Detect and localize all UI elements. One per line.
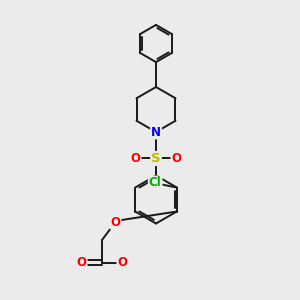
Text: N: N bbox=[151, 125, 161, 139]
Text: O: O bbox=[117, 256, 128, 269]
Text: Cl: Cl bbox=[149, 176, 162, 190]
Text: O: O bbox=[130, 152, 141, 165]
Text: O: O bbox=[171, 152, 182, 165]
Text: O: O bbox=[110, 215, 121, 229]
Text: O: O bbox=[76, 256, 87, 269]
Text: S: S bbox=[151, 152, 161, 165]
